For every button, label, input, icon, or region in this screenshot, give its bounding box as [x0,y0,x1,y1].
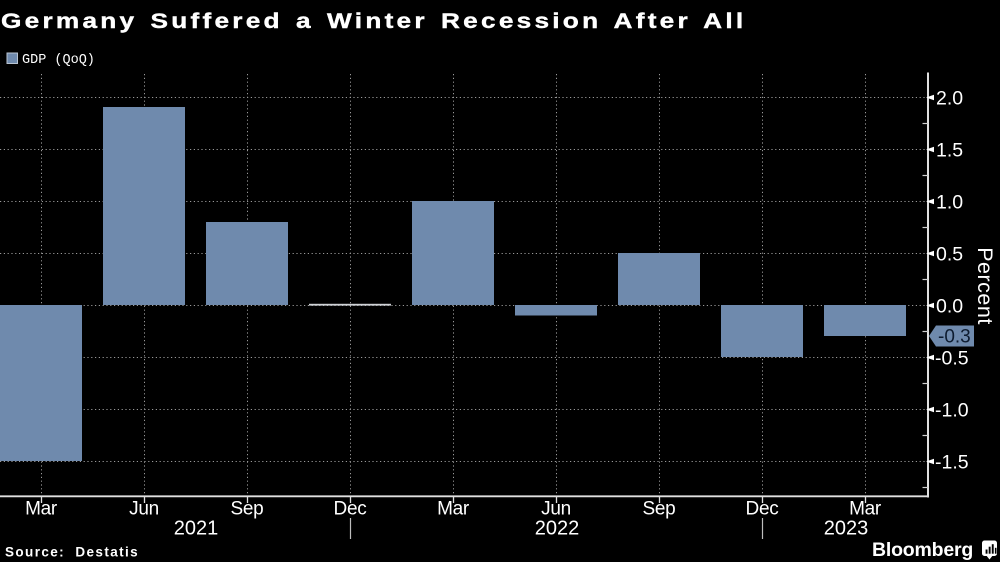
svg-text:Dec: Dec [746,499,779,520]
svg-text:Bloomberg: Bloomberg [872,539,973,561]
svg-text:Jun: Jun [129,499,159,520]
svg-text:Jun: Jun [541,499,571,520]
svg-text:Mar: Mar [437,499,470,520]
svg-text:Percent: Percent [973,247,997,325]
svg-text:GDP (QoQ): GDP (QoQ) [22,53,95,68]
svg-text:-0.3: -0.3 [938,327,971,348]
svg-text:2.0: 2.0 [936,87,963,109]
svg-text:2021: 2021 [174,517,219,539]
svg-text:0.0: 0.0 [936,295,963,317]
svg-text:Sep: Sep [231,499,264,520]
svg-text:Source: Destatis: Source: Destatis [5,545,139,560]
svg-text:2022: 2022 [535,517,580,539]
svg-text:Dec: Dec [334,499,367,520]
svg-text:-1.0: -1.0 [935,399,969,421]
svg-text:1.0: 1.0 [936,191,963,213]
svg-text:0.5: 0.5 [936,243,963,265]
svg-text:Mar: Mar [849,499,882,520]
svg-text:Mar: Mar [25,499,58,520]
svg-text:Sep: Sep [643,499,676,520]
svg-text:-1.5: -1.5 [935,451,969,473]
svg-text:2023: 2023 [824,517,869,539]
svg-text:-0.5: -0.5 [935,347,969,369]
svg-text:1.5: 1.5 [936,139,963,161]
